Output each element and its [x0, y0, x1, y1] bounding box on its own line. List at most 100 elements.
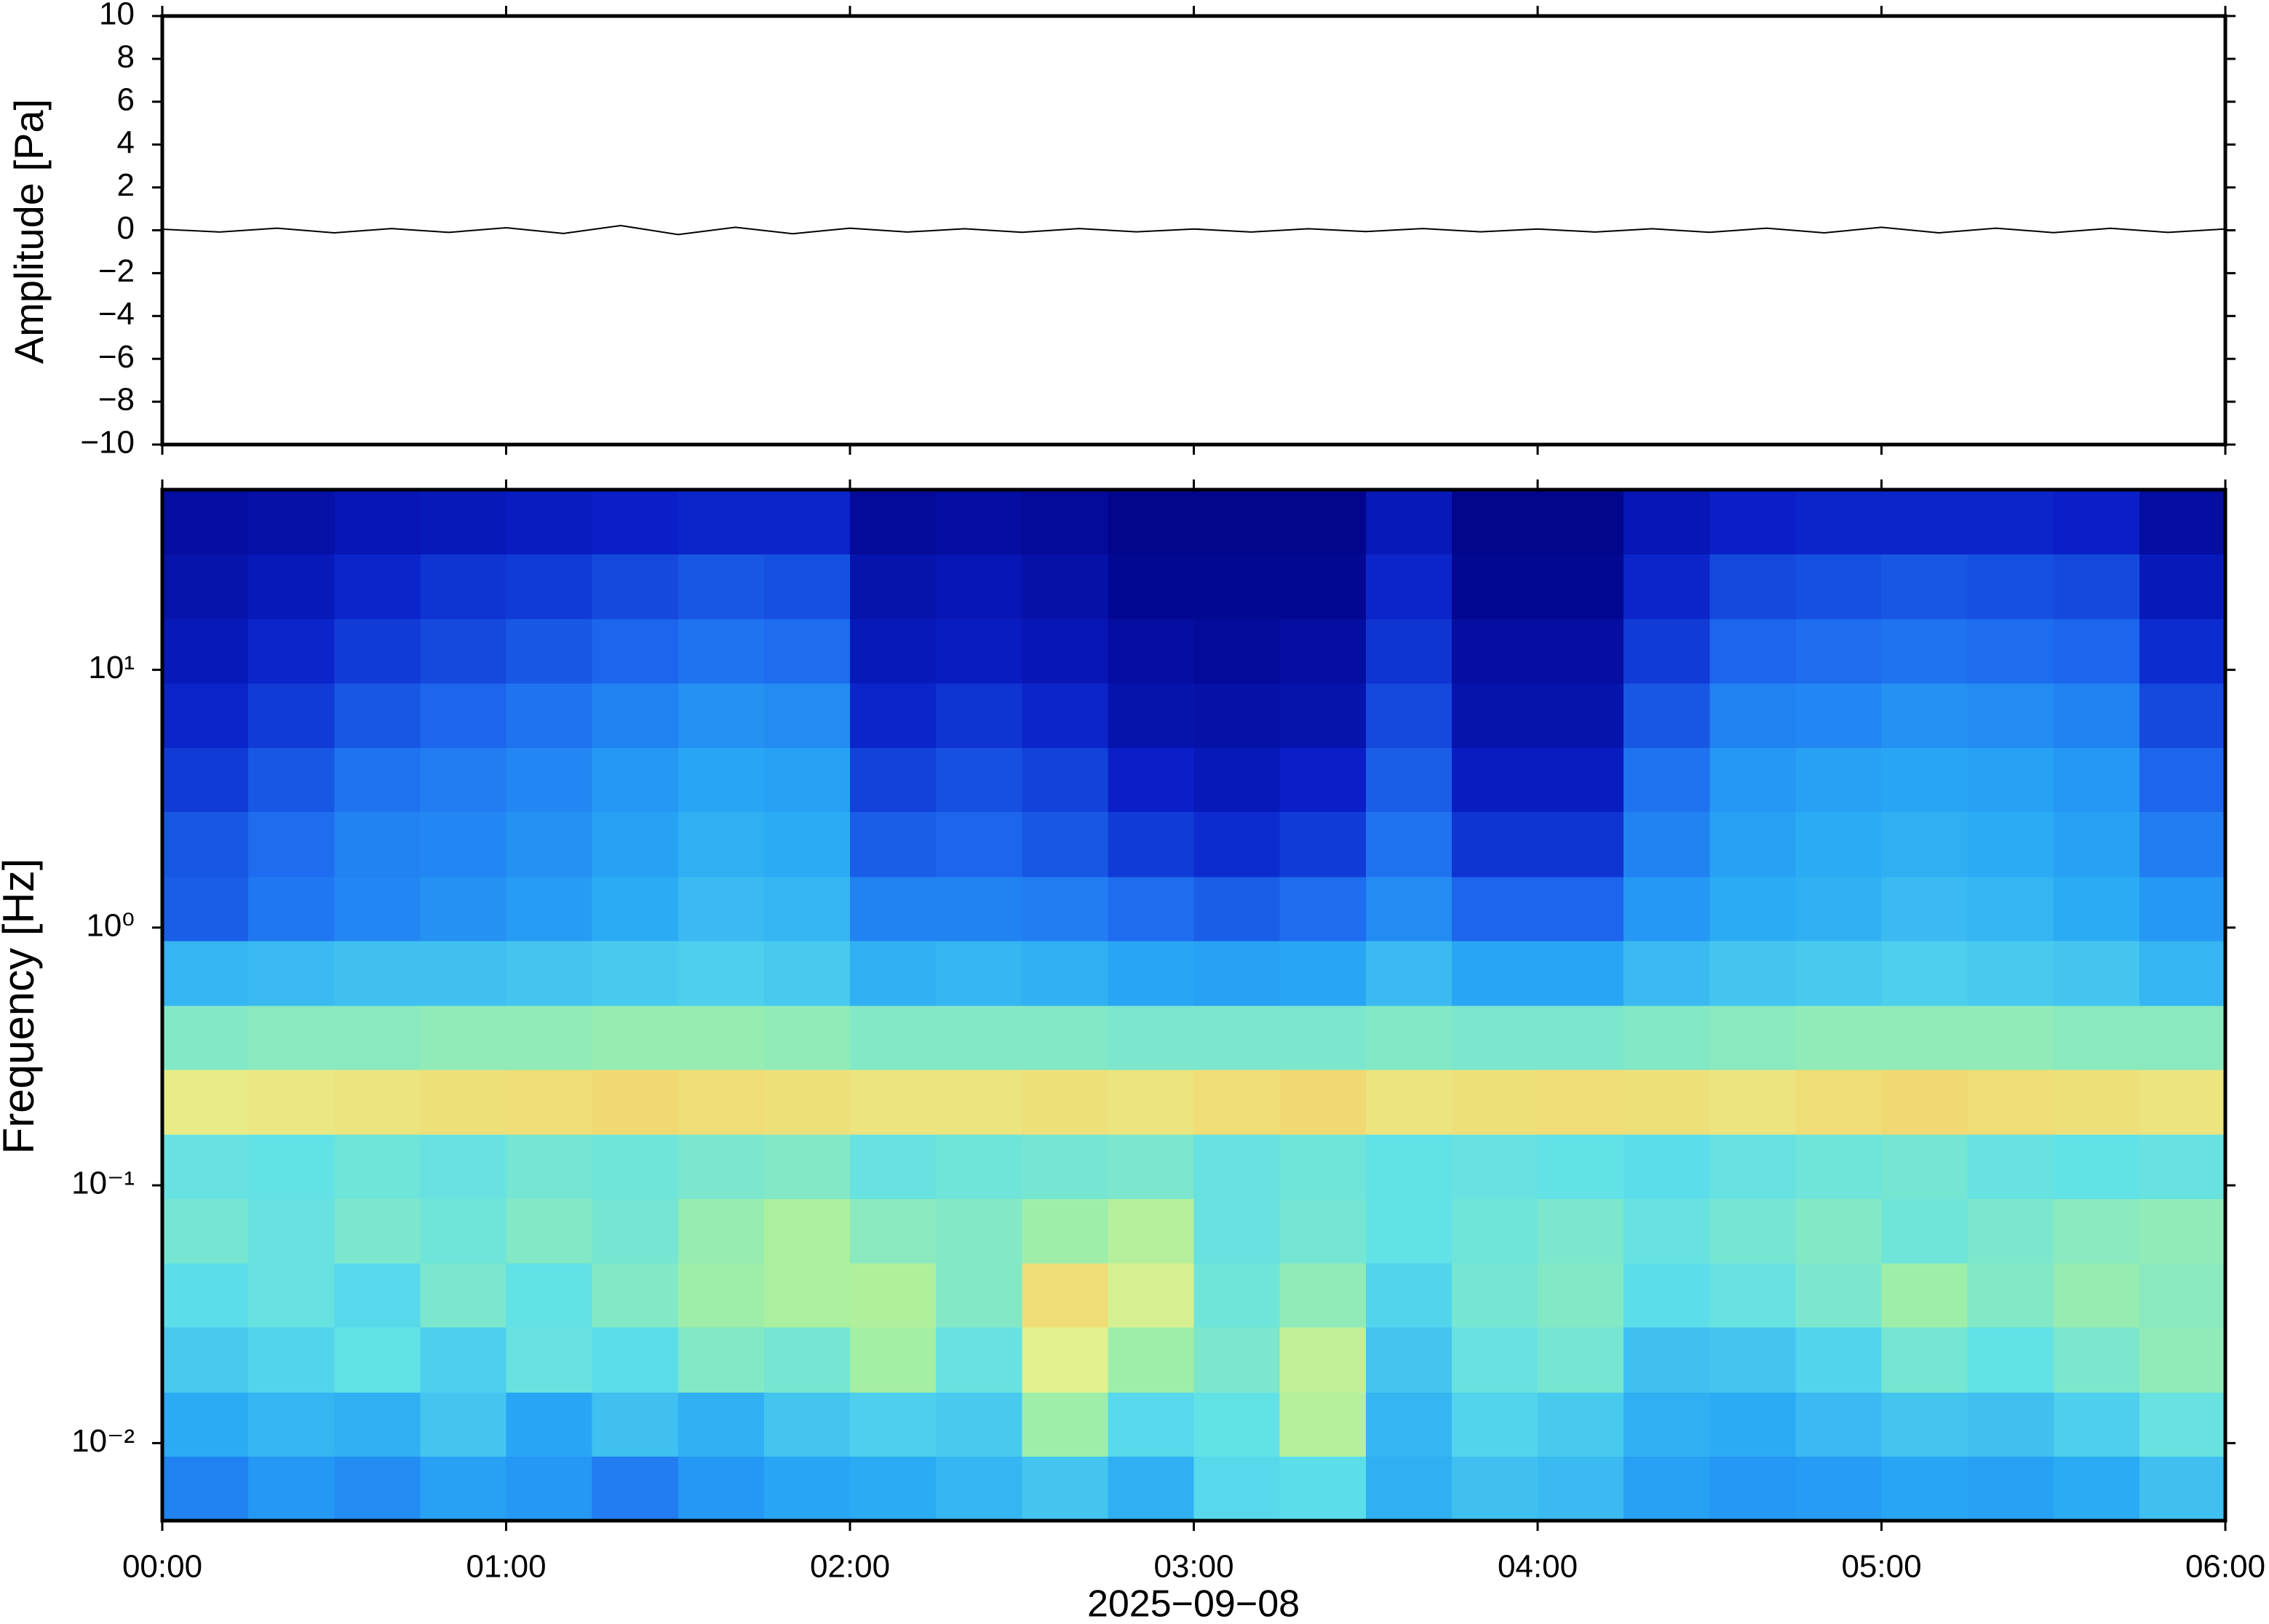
- spectrogram-cell: [763, 747, 851, 813]
- spectrogram-cell: [1795, 1198, 1883, 1264]
- spectrogram-cell: [2139, 1326, 2226, 1393]
- spectrogram-cell: [1709, 747, 1797, 813]
- spectrogram-cell: [1193, 940, 1281, 1006]
- spectrogram-cell: [677, 747, 765, 813]
- y-tick-label: 10¹: [88, 650, 135, 685]
- spectrogram-cell: [1022, 1262, 1109, 1328]
- spectrogram-cell: [1365, 490, 1453, 554]
- spectrogram-cell: [1451, 490, 1538, 554]
- spectrogram-cell: [1022, 682, 1109, 749]
- spectrogram-cell: [1967, 1391, 2054, 1457]
- spectrogram-cell: [1193, 1198, 1281, 1264]
- spectrogram-cell: [850, 747, 937, 813]
- spectrogram-cell: [1624, 1134, 1711, 1199]
- spectrogram-cell: [763, 1198, 851, 1264]
- spectrogram-cell: [850, 940, 937, 1006]
- spectrogram-cell: [763, 1326, 851, 1393]
- spectrogram-cell: [592, 1198, 679, 1264]
- spectrogram-cell: [1451, 1391, 1538, 1457]
- spectrogram-cell: [1967, 554, 2054, 620]
- spectrogram-cell: [420, 682, 507, 749]
- spectrogram-cell: [334, 1134, 421, 1199]
- spectrogram-cell: [1624, 1456, 1711, 1521]
- spectrogram-cell: [1624, 747, 1711, 813]
- spectrogram-cell: [1365, 1005, 1453, 1070]
- spectrogram-cell: [1624, 618, 1711, 684]
- spectrogram-cell: [1108, 490, 1195, 554]
- spectrogram-cell: [1193, 1069, 1281, 1135]
- spectrogram-cell: [2053, 1391, 2140, 1457]
- spectrogram-cell: [1193, 618, 1281, 684]
- axes: −10 −8 −6 −4 −2 0 2 4 6 8 10 10⁻² 10⁻¹ 10⁰ 10¹ 00:00 01:…: [71, 0, 2265, 1585]
- spectrogram-cell: [1193, 747, 1281, 813]
- spectrogram-cell: [850, 1198, 937, 1264]
- spectrogram-cell: [1881, 747, 1968, 813]
- spectrogram-cell: [1279, 1134, 1367, 1199]
- spectrogram-cell: [1108, 1069, 1195, 1135]
- spectrogram-cell: [1881, 618, 1968, 684]
- spectrogram-cell: [2139, 682, 2226, 749]
- x-tick-label: 05:00: [1841, 1549, 1921, 1585]
- spectrogram-cell: [1538, 1326, 1624, 1393]
- spectrogram-cell: [248, 1456, 335, 1521]
- spectrogram-cell: [2053, 1456, 2140, 1521]
- spectrogram-cell: [850, 1456, 937, 1521]
- spectrogram-cell: [506, 1005, 593, 1070]
- spectrogram-cell: [1108, 747, 1195, 813]
- spectrogram-cell: [1451, 1134, 1538, 1199]
- spectrogram-cell: [763, 1456, 851, 1521]
- spectrogram-cell: [420, 1134, 507, 1199]
- spectrogram-cell: [1967, 1134, 2054, 1199]
- spectrogram-cell: [1709, 876, 1797, 942]
- spectrogram-cell: [2053, 811, 2140, 877]
- spectrogram-cell: [1795, 811, 1883, 877]
- spectrogram-cell: [2053, 1198, 2140, 1264]
- spectrogram-cell: [936, 1326, 1023, 1393]
- spectrogram-cell: [162, 1326, 249, 1393]
- spectrogram-cell: [162, 876, 249, 942]
- spectrogram-cell: [1279, 682, 1367, 749]
- spectrogram-cell: [936, 618, 1023, 684]
- spectrogram-cell: [1881, 1005, 1968, 1070]
- spectrogram-cell: [1709, 1069, 1797, 1135]
- spectrogram-cell: [334, 1326, 421, 1393]
- spectrogram-cell: [334, 1262, 421, 1328]
- spectrogram-cell: [420, 876, 507, 942]
- spectrogram-cell: [1881, 1262, 1968, 1328]
- spectrogram-cell: [248, 1198, 335, 1264]
- spectrogram-cell: [1795, 1391, 1883, 1457]
- spectrogram-cell: [763, 876, 851, 942]
- spectrogram-cell: [1538, 490, 1624, 554]
- spectrogram-cell: [2053, 1005, 2140, 1070]
- spectrogram-cell: [592, 811, 679, 877]
- spectrogram-cell: [1451, 682, 1538, 749]
- spectrogram-cell: [1795, 747, 1883, 813]
- spectrogram-cell: [1279, 1326, 1367, 1393]
- spectrogram-cell: [1538, 1198, 1624, 1264]
- spectrogram-cell: [1279, 1069, 1367, 1135]
- spectrogram-cell: [936, 554, 1023, 620]
- spectrogram-cell: [506, 811, 593, 877]
- spectrogram-cell: [1624, 1262, 1711, 1328]
- spectrogram-cell: [2053, 1326, 2140, 1393]
- spectrogram-cell: [936, 747, 1023, 813]
- spectrogram-cell: [677, 1391, 765, 1457]
- spectrogram-cell: [1365, 1456, 1453, 1521]
- spectrogram-cell: [2139, 940, 2226, 1006]
- spectrogram-cell: [936, 811, 1023, 877]
- spectrogram-cell: [506, 1198, 593, 1264]
- spectrogram-cell: [1967, 876, 2054, 942]
- spectrogram-cell: [592, 682, 679, 749]
- spectrogram-cell: [936, 1134, 1023, 1199]
- spectrogram-cell: [1279, 618, 1367, 684]
- spectrogram-cell: [1967, 1069, 2054, 1135]
- spectrogram-cell: [1451, 1198, 1538, 1264]
- spectrogram-cell: [1709, 811, 1797, 877]
- spectrogram-cell: [420, 1326, 507, 1393]
- spectrogram-cell: [1193, 554, 1281, 620]
- spectrogram-cell: [162, 1069, 249, 1135]
- spectrogram-cell: [592, 490, 679, 554]
- spectrogram-cell: [1795, 1326, 1883, 1393]
- y-tick-label: 10⁻²: [71, 1423, 135, 1459]
